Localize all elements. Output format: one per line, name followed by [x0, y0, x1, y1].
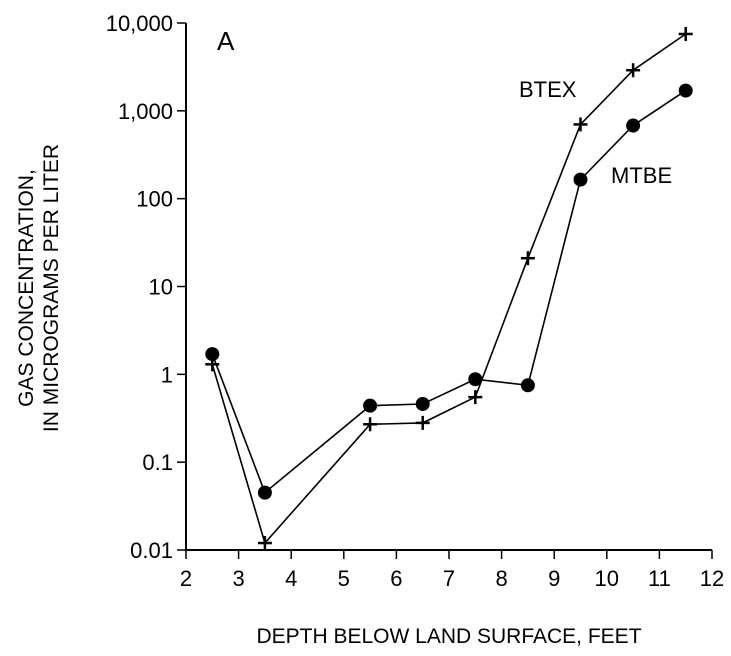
x-tick-label-3: 3	[232, 566, 244, 591]
mtbe-point-1	[258, 486, 272, 500]
x-tick-label-10: 10	[595, 566, 619, 591]
series-label-btex: BTEX	[519, 77, 577, 102]
x-tick-label-4: 4	[285, 566, 297, 591]
mtbe-point-7	[626, 119, 640, 133]
mtbe-point-3	[416, 397, 430, 411]
panel-label: A	[217, 26, 235, 56]
mtbe-point-8	[679, 84, 693, 98]
series-line-mtbe	[212, 91, 685, 493]
series-btex	[205, 27, 692, 550]
ticks: 2 3 4 5 6 7 8 9 10 11 12 0.01 0.1 1 10 100 1,000 10,000	[106, 11, 725, 591]
y-tick-label-5: 1,000	[118, 99, 173, 124]
x-tick-label-7: 7	[443, 566, 455, 591]
mtbe-point-0	[205, 347, 219, 361]
mtbe-point-4	[468, 372, 482, 386]
x-tick-label-5: 5	[338, 566, 350, 591]
x-tick-label-9: 9	[548, 566, 560, 591]
axes	[186, 23, 712, 550]
x-tick-label-6: 6	[390, 566, 402, 591]
series-mtbe	[205, 84, 692, 500]
x-tick-label-11: 11	[648, 566, 671, 591]
y-tick-label-0: 0.01	[130, 538, 173, 563]
y-tick-label-3: 10	[149, 275, 173, 300]
y-tick-label-2: 1	[161, 362, 173, 387]
x-tick-label-8: 8	[495, 566, 507, 591]
y-axis-title: GAS CONCENTRATION, IN MICROGRAMS PER LIT…	[15, 144, 63, 432]
y-axis-title-line1: GAS CONCENTRATION,	[15, 169, 38, 407]
mtbe-point-2	[363, 399, 377, 413]
x-axis-title: DEPTH BELOW LAND SURFACE, FEET	[256, 625, 641, 648]
mtbe-point-6	[574, 173, 588, 187]
series-layer	[205, 27, 692, 550]
mtbe-point-5	[521, 378, 535, 392]
series-label-mtbe: MTBE	[611, 163, 672, 188]
btex-point-3	[416, 416, 430, 430]
series-line-btex	[212, 34, 685, 543]
x-tick-label-12: 12	[700, 566, 724, 591]
y-tick-label-1: 0.1	[142, 450, 173, 475]
x-tick-label-2: 2	[180, 566, 192, 591]
y-axis-title-line2: IN MICROGRAMS PER LITER	[40, 144, 63, 432]
y-tick-label-4: 100	[136, 187, 173, 212]
btex-point-8	[679, 27, 693, 41]
y-tick-label-6: 10,000	[106, 11, 173, 36]
btex-point-4	[468, 390, 482, 404]
btex-point-5	[521, 251, 535, 265]
